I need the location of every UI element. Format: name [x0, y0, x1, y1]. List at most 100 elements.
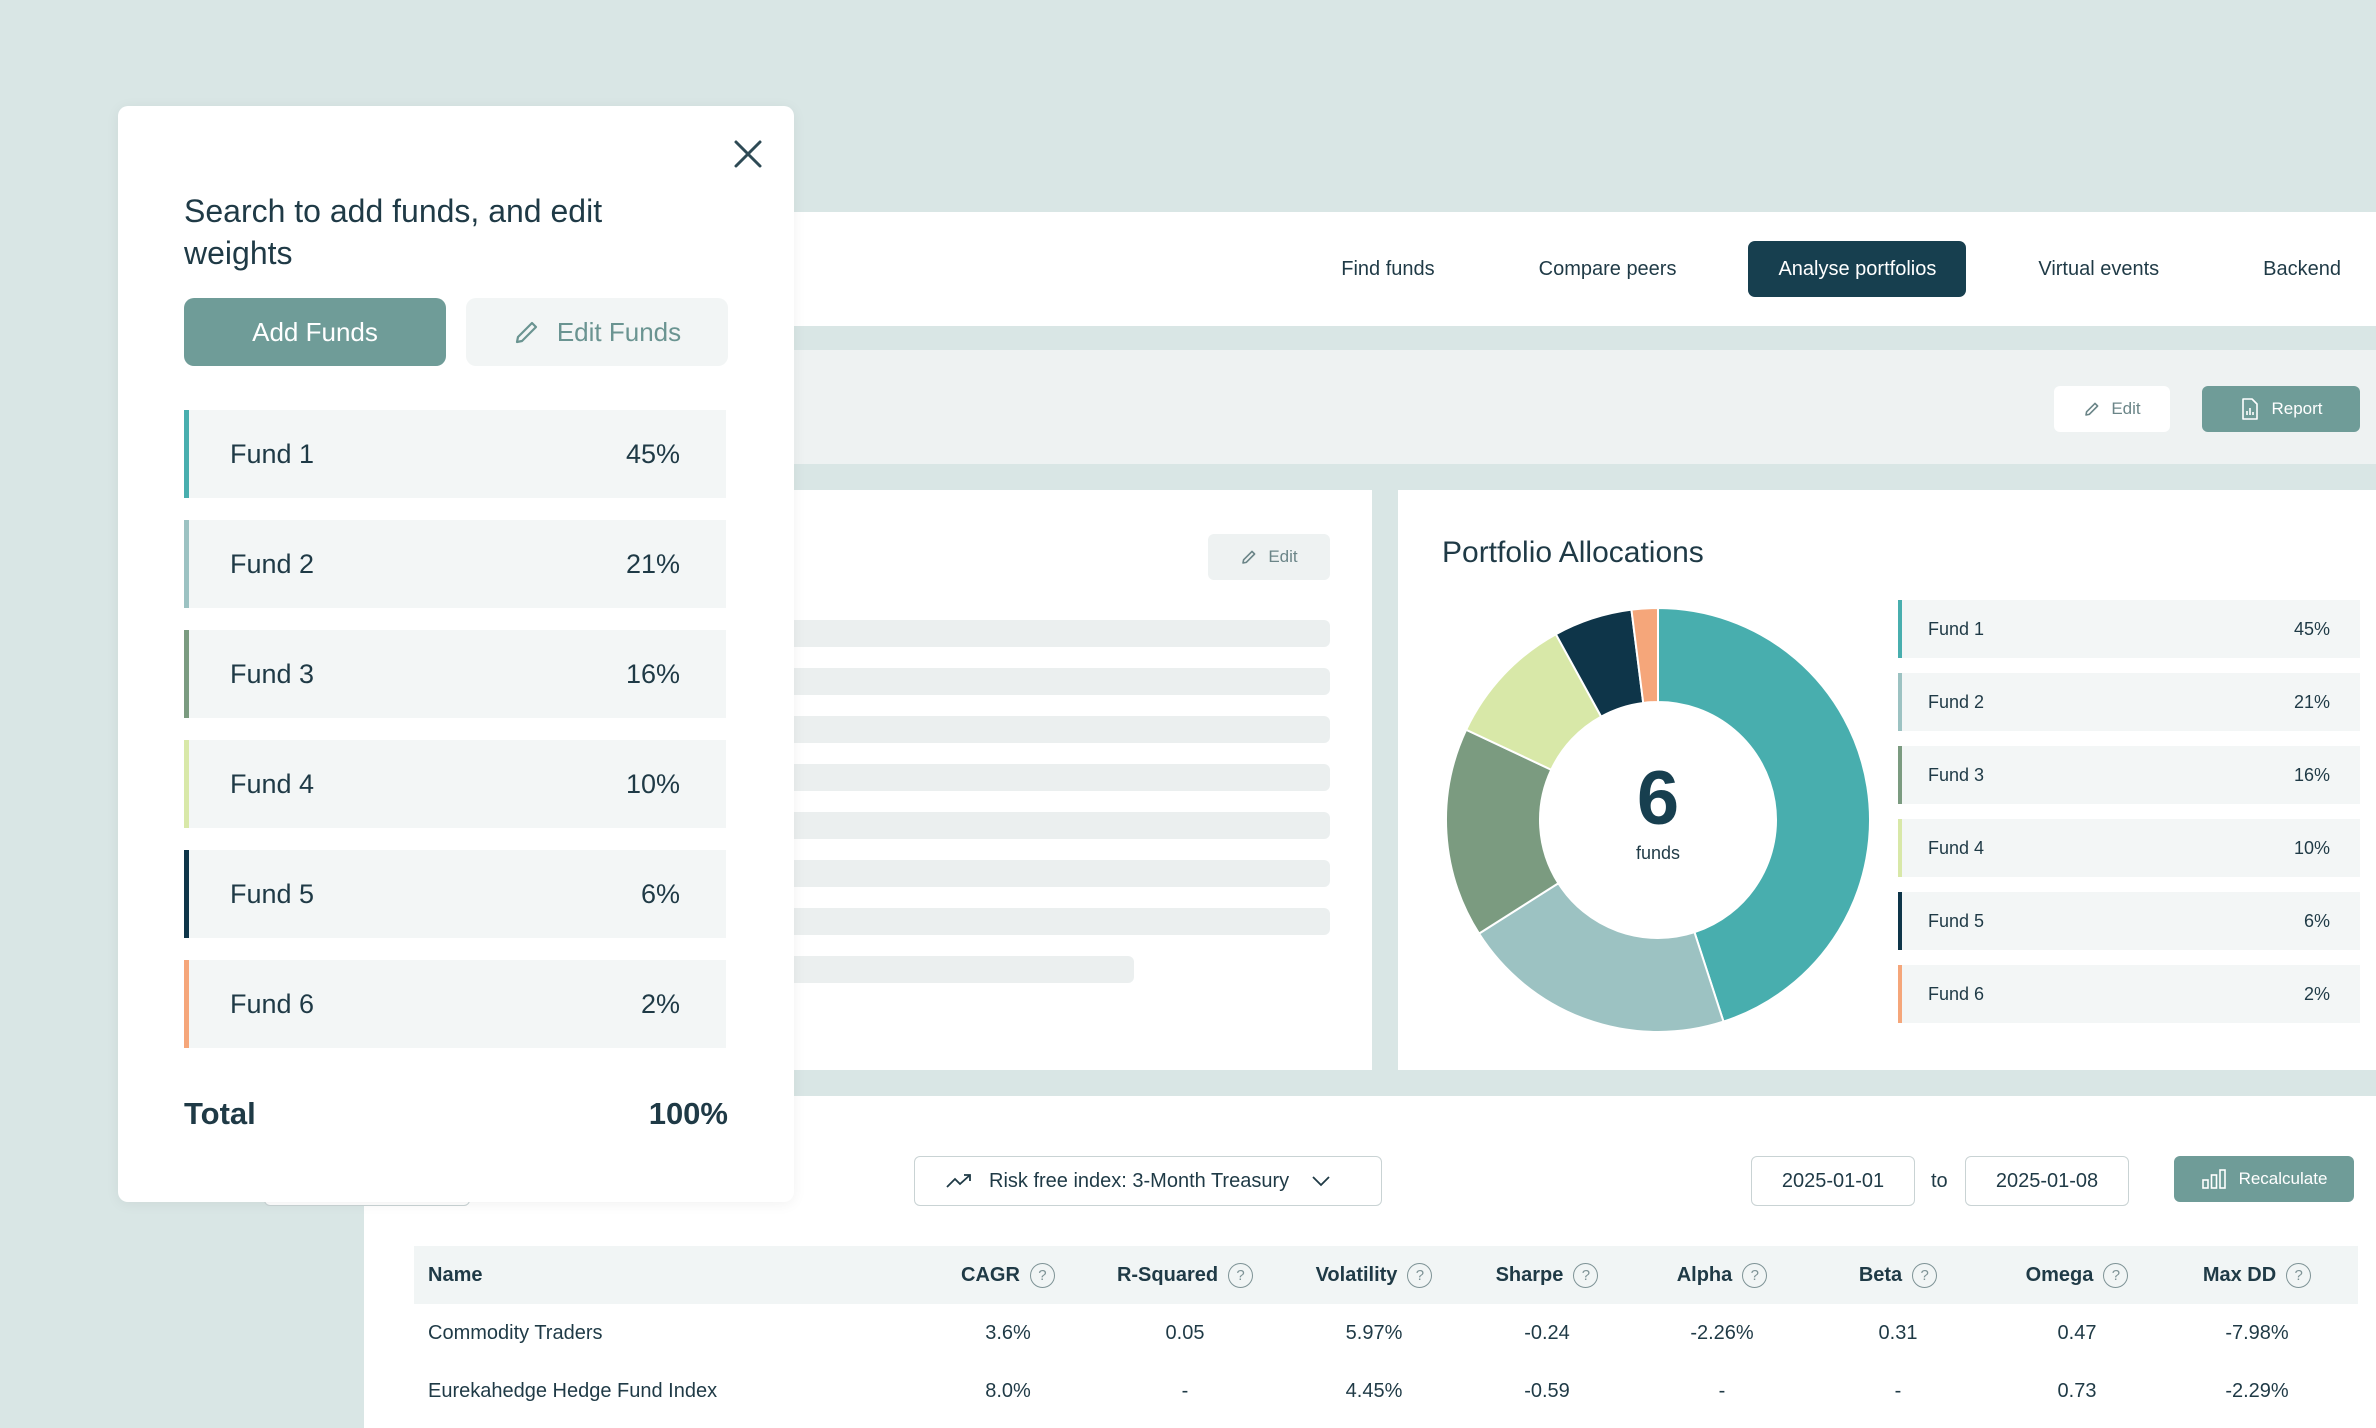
- help-icon[interactable]: ?: [1742, 1262, 1768, 1288]
- nav-analyse-portfolios[interactable]: Analyse portfolios: [1748, 241, 1967, 297]
- fund-name: Fund 6: [230, 988, 315, 1019]
- toolbar-edit-label: Edit: [2111, 399, 2141, 418]
- cell-name: Eurekahedge Hedge Fund Index: [428, 1379, 718, 1402]
- fund-weight: 16%: [625, 658, 680, 689]
- report-button[interactable]: Report: [2202, 386, 2360, 432]
- date-range-separator: to: [1931, 1170, 1948, 1192]
- cell-volatility: 4.45%: [1345, 1379, 1403, 1402]
- end-date-input[interactable]: 2025-01-08: [1965, 1156, 2129, 1206]
- help-icon[interactable]: ?: [1407, 1262, 1433, 1288]
- cell-sharpe: -0.24: [1524, 1321, 1570, 1344]
- chevron-down-icon: [1312, 1176, 1330, 1187]
- fund-weight: 10%: [625, 768, 680, 799]
- col-header-label: Volatility: [1315, 1263, 1398, 1286]
- cell-beta: 0.31: [1878, 1321, 1918, 1344]
- close-icon[interactable]: [726, 132, 770, 176]
- cell-omega: 0.47: [2057, 1321, 2097, 1344]
- help-icon[interactable]: ?: [2103, 1262, 2129, 1288]
- fund-name: Fund 5: [230, 878, 315, 909]
- fund-row-6[interactable]: Fund 6 2%: [184, 960, 726, 1048]
- help-icon[interactable]: ?: [1029, 1262, 1055, 1288]
- col-header-r-squared: R-Squared?: [1082, 1262, 1288, 1288]
- edit-funds-button[interactable]: Edit Funds: [466, 298, 728, 366]
- col-header-cagr: CAGR?: [934, 1262, 1082, 1288]
- legend-fund-name: Fund 5: [1928, 910, 1985, 931]
- report-label: Report: [2271, 399, 2323, 418]
- modal-title: Search to add funds, and edit weights: [184, 193, 603, 271]
- divider: [1372, 490, 1398, 1070]
- nav-backend[interactable]: Backend: [2263, 257, 2341, 280]
- col-header-beta: Beta?: [1810, 1262, 1986, 1288]
- table-row[interactable]: Commodity Traders 3.6% 0.05 5.97% -0.24 …: [414, 1304, 2358, 1362]
- cell-volatility: 5.97%: [1345, 1321, 1403, 1344]
- fund-weight: 45%: [625, 438, 680, 469]
- risk-free-index-dropdown[interactable]: Risk free index: 3-Month Treasury: [914, 1156, 1382, 1206]
- cell-alpha: -: [1718, 1379, 1726, 1402]
- fund-row-4[interactable]: Fund 4 10%: [184, 740, 726, 828]
- fund-weight: 21%: [625, 548, 680, 579]
- recalculate-button[interactable]: Recalculate: [2174, 1156, 2354, 1202]
- legend-fund-weight: 16%: [2293, 764, 2330, 785]
- help-icon[interactable]: ?: [2286, 1262, 2312, 1288]
- fund-name: Fund 2: [230, 548, 315, 579]
- cell-alpha: -2.26%: [1690, 1321, 1754, 1344]
- col-header-label: Omega: [2025, 1263, 2094, 1286]
- portfolio-allocations-panel: Portfolio Allocations 6 funds Fund 1 45%…: [1398, 490, 2376, 1070]
- pencil-icon: [2085, 402, 2099, 416]
- cell-beta: -: [1894, 1379, 1902, 1402]
- add-funds-modal: Search to add funds, and edit weights Ad…: [118, 106, 794, 1202]
- legend-row-fund-2: Fund 2 21%: [1898, 673, 2360, 731]
- edit-funds-label: Edit Funds: [556, 316, 682, 347]
- pencil-icon: [515, 321, 537, 344]
- fund-row-2[interactable]: Fund 2 21%: [184, 520, 726, 608]
- total-label: Total: [184, 1096, 256, 1131]
- allocations-title: Portfolio Allocations: [1442, 536, 1704, 569]
- legend-fund-weight: 6%: [2303, 910, 2330, 931]
- legend-fund-name: Fund 3: [1928, 764, 1985, 785]
- col-header-name: Name: [428, 1263, 483, 1286]
- risk-free-index-value: Risk free index: 3-Month Treasury: [989, 1169, 1290, 1192]
- help-icon[interactable]: ?: [1573, 1262, 1599, 1288]
- recalculate-label: Recalculate: [2238, 1169, 2328, 1188]
- help-icon[interactable]: ?: [1228, 1262, 1254, 1288]
- cell-name: Commodity Traders: [428, 1321, 603, 1344]
- nav-compare-peers[interactable]: Compare peers: [1538, 257, 1677, 280]
- allocation-legend: Fund 1 45% Fund 2 21% Fund 3 16% Fund 4 …: [1898, 600, 2360, 1038]
- nav-find-funds[interactable]: Find funds: [1341, 257, 1435, 280]
- document-chart-icon: [2242, 398, 2259, 420]
- fund-row-3[interactable]: Fund 3 16%: [184, 630, 726, 718]
- allocation-donut-chart: 6 funds: [1438, 600, 1878, 1040]
- legend-row-fund-6: Fund 6 2%: [1898, 965, 2360, 1023]
- legend-row-fund-4: Fund 4 10%: [1898, 819, 2360, 877]
- toolbar-edit-button[interactable]: Edit: [2054, 386, 2170, 432]
- panel-edit-label: Edit: [1268, 547, 1298, 566]
- fund-name: Fund 3: [230, 658, 315, 689]
- donut-slice-fund-2: [1477, 881, 1725, 1033]
- fund-name: Fund 4: [230, 768, 315, 799]
- fund-weight: 6%: [640, 878, 680, 909]
- col-header-label: CAGR: [961, 1263, 1020, 1286]
- legend-fund-weight: 21%: [2293, 691, 2330, 712]
- metrics-table: Name CAGR? R-Squared? Volatility? Sharpe…: [414, 1246, 2358, 1420]
- col-header-max-dd: Max DD?: [2168, 1262, 2346, 1288]
- help-icon[interactable]: ?: [1912, 1262, 1938, 1288]
- col-header-label: R-Squared: [1116, 1263, 1219, 1286]
- fund-weight: 2%: [640, 988, 680, 1019]
- table-header: Name CAGR? R-Squared? Volatility? Sharpe…: [414, 1246, 2358, 1304]
- col-header-volatility: Volatility?: [1288, 1262, 1460, 1288]
- fund-row-5[interactable]: Fund 5 6%: [184, 850, 726, 938]
- panel-edit-button[interactable]: Edit: [1208, 534, 1330, 580]
- nav-virtual-events[interactable]: Virtual events: [2038, 257, 2160, 280]
- fund-row-1[interactable]: Fund 1 45%: [184, 410, 726, 498]
- legend-row-fund-1: Fund 1 45%: [1898, 600, 2360, 658]
- add-funds-button[interactable]: Add Funds: [184, 298, 446, 366]
- legend-fund-name: Fund 1: [1928, 618, 1985, 639]
- donut-svg: [1445, 606, 1871, 1033]
- table-row[interactable]: Eurekahedge Hedge Fund Index 8.0% - 4.45…: [414, 1362, 2358, 1420]
- legend-fund-name: Fund 4: [1928, 837, 1985, 858]
- start-date-input[interactable]: 2025-01-01: [1751, 1156, 1915, 1206]
- cell-cagr: 8.0%: [985, 1379, 1031, 1402]
- donut-slice-fund-1: [1657, 606, 1871, 1023]
- trend-up-icon: [946, 1174, 971, 1188]
- legend-fund-weight: 10%: [2293, 837, 2330, 858]
